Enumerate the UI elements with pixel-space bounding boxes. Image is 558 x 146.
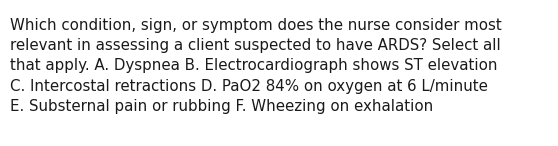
Text: Which condition, sign, or symptom does the nurse consider most
relevant in asses: Which condition, sign, or symptom does t… xyxy=(10,18,502,114)
